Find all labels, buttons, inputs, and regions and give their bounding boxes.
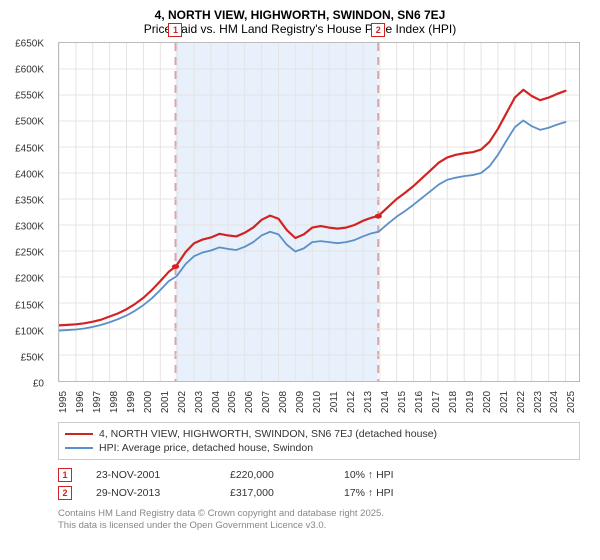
y-tick-label: £250K (15, 248, 44, 259)
x-tick-label: 2000 (143, 391, 154, 413)
y-tick-label: £300K (15, 222, 44, 233)
sale-date: 29-NOV-2013 (96, 487, 206, 499)
sale-row: 1 23-NOV-2001 £220,000 10% ↑ HPI (58, 466, 580, 484)
chart-title-address: 4, NORTH VIEW, HIGHWORTH, SWINDON, SN6 7… (10, 8, 590, 22)
x-tick-label: 2010 (312, 391, 323, 413)
sale-price: £220,000 (230, 469, 320, 481)
x-tick-label: 2012 (346, 391, 357, 413)
x-tick-label: 2008 (278, 391, 289, 413)
sale-marker-on-plot: 2 (371, 23, 385, 37)
x-tick-label: 2014 (380, 391, 391, 413)
y-tick-label: £600K (15, 65, 44, 76)
y-tick-label: £50K (21, 352, 44, 363)
legend-swatch (65, 447, 93, 449)
x-tick-label: 1995 (58, 391, 69, 413)
x-tick-label: 1997 (92, 391, 103, 413)
chart-container: 4, NORTH VIEW, HIGHWORTH, SWINDON, SN6 7… (0, 0, 600, 560)
x-tick-label: 2025 (566, 391, 577, 413)
x-tick-label: 2001 (160, 391, 171, 413)
legend-item: HPI: Average price, detached house, Swin… (65, 441, 573, 455)
sale-diff: 17% ↑ HPI (344, 487, 394, 499)
x-tick-label: 2015 (397, 391, 408, 413)
x-tick-label: 2011 (329, 391, 340, 413)
x-tick-label: 2023 (533, 391, 544, 413)
y-tick-label: £100K (15, 326, 44, 337)
x-tick-label: 2022 (516, 391, 527, 413)
x-tick-label: 2003 (194, 391, 205, 413)
x-tick-label: 2002 (177, 391, 188, 413)
y-tick-label: £450K (15, 143, 44, 154)
x-tick-label: 2004 (211, 391, 222, 413)
x-tick-label: 2018 (448, 391, 459, 413)
x-tick-label: 2024 (549, 391, 560, 413)
x-tick-label: 2021 (499, 391, 510, 413)
sale-price: £317,000 (230, 487, 320, 499)
x-tick-label: 2006 (244, 391, 255, 413)
sale-marker-on-plot: 1 (168, 23, 182, 37)
y-tick-label: £650K (15, 39, 44, 50)
sale-row: 2 29-NOV-2013 £317,000 17% ↑ HPI (58, 484, 580, 502)
y-tick-label: £150K (15, 300, 44, 311)
x-tick-label: 1999 (126, 391, 137, 413)
sales-table: 1 23-NOV-2001 £220,000 10% ↑ HPI 2 29-NO… (58, 466, 580, 502)
x-tick-label: 2020 (482, 391, 493, 413)
x-tick-label: 2019 (465, 391, 476, 413)
y-tick-label: £350K (15, 195, 44, 206)
legend-label: HPI: Average price, detached house, Swin… (99, 442, 313, 454)
plot-area: 12 (58, 42, 580, 382)
sale-date: 23-NOV-2001 (96, 469, 206, 481)
x-axis-labels: 1995 1996 1997 1998 1999 2000 2001 2002 2003 2004… (58, 382, 580, 422)
x-tick-label: 2007 (261, 391, 272, 413)
copyright-line: Contains HM Land Registry data © Crown c… (58, 508, 580, 520)
x-tick-label: 2009 (295, 391, 306, 413)
y-tick-label: £200K (15, 274, 44, 285)
legend-label: 4, NORTH VIEW, HIGHWORTH, SWINDON, SN6 7… (99, 428, 437, 440)
chart-subtitle: Price paid vs. HM Land Registry's House … (10, 22, 590, 36)
y-tick-label: £550K (15, 91, 44, 102)
copyright-line: This data is licensed under the Open Gov… (58, 520, 580, 532)
chart-svg (59, 43, 579, 381)
x-tick-label: 2005 (227, 391, 238, 413)
sale-marker-icon: 1 (58, 468, 72, 482)
x-tick-label: 1996 (75, 391, 86, 413)
legend-swatch (65, 433, 93, 435)
legend-item: 4, NORTH VIEW, HIGHWORTH, SWINDON, SN6 7… (65, 427, 573, 441)
y-axis-labels: £0£50K£100K£150K£200K£250K£300K£350K£400… (0, 44, 46, 384)
y-tick-label: £400K (15, 169, 44, 180)
y-tick-label: £0 (33, 379, 44, 390)
sale-diff: 10% ↑ HPI (344, 469, 394, 481)
sale-marker-icon: 2 (58, 486, 72, 500)
x-tick-label: 2016 (414, 391, 425, 413)
legend: 4, NORTH VIEW, HIGHWORTH, SWINDON, SN6 7… (58, 422, 580, 460)
copyright: Contains HM Land Registry data © Crown c… (58, 508, 580, 532)
x-tick-label: 2013 (363, 391, 374, 413)
x-tick-label: 1998 (109, 391, 120, 413)
y-tick-label: £500K (15, 117, 44, 128)
x-tick-label: 2017 (431, 391, 442, 413)
